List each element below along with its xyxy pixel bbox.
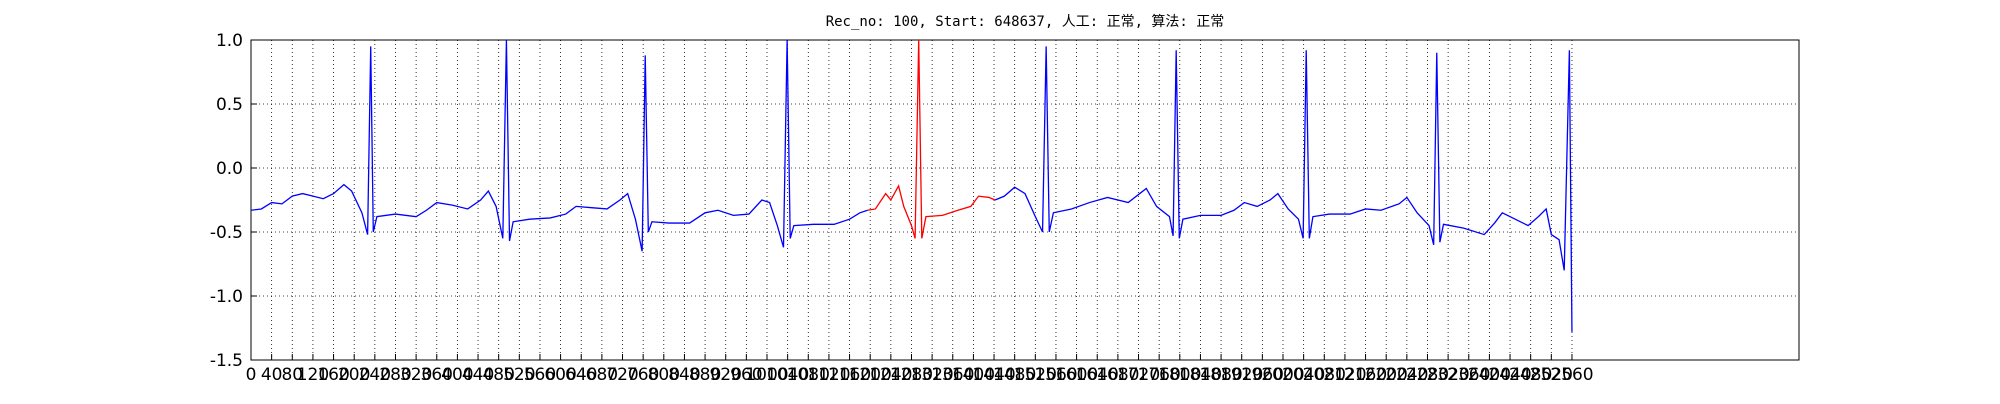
x-tick-label: 0 xyxy=(246,365,257,385)
x-tick-label: 1360 xyxy=(931,365,974,385)
y-tick-label: -1.5 xyxy=(210,351,243,371)
x-tick-label: 840 xyxy=(668,365,700,385)
x-tick-label: 40 xyxy=(261,365,283,385)
x-tick-label: 640 xyxy=(565,365,597,385)
x-tick-label: 1920 xyxy=(1220,365,1263,385)
x-tick-label: 2480 xyxy=(1509,365,1552,385)
x-tick-label: 720 xyxy=(606,365,638,385)
x-tick-label: 1800 xyxy=(1158,365,1201,385)
x-tick-label: 520 xyxy=(503,365,535,385)
line-series xyxy=(994,46,1573,332)
x-tick-label: 1840 xyxy=(1179,365,1222,385)
x-tick-label: 2200 xyxy=(1365,365,1408,385)
x-tick-label: 880 xyxy=(689,365,721,385)
x-tick-label: 2280 xyxy=(1406,365,1449,385)
x-tick-label: 2320 xyxy=(1426,365,1469,385)
x-tick-label: 2080 xyxy=(1303,365,1346,385)
x-tick-label: 1240 xyxy=(869,365,912,385)
y-tick-label: 0.0 xyxy=(216,159,243,179)
x-tick-label: 2560 xyxy=(1550,365,1593,385)
x-tick-label: 1480 xyxy=(993,365,1036,385)
x-tick-label: 1040 xyxy=(766,365,809,385)
x-tick-label: 760 xyxy=(627,365,659,385)
x-tick-label: 2520 xyxy=(1530,365,1573,385)
x-tick-label: 440 xyxy=(462,365,494,385)
x-tick-label: 120 xyxy=(297,365,329,385)
x-tick-label: 1000 xyxy=(745,365,788,385)
x-tick-label: 2440 xyxy=(1488,365,1531,385)
x-tick-label: 1200 xyxy=(849,365,892,385)
x-tick-label: 1600 xyxy=(1055,365,1098,385)
x-tick-label: 1720 xyxy=(1117,365,1160,385)
x-tick-label: 1400 xyxy=(952,365,995,385)
x-tick-label: 2360 xyxy=(1447,365,1490,385)
x-tick-label: 960 xyxy=(730,365,762,385)
x-tick-label: 2120 xyxy=(1323,365,1366,385)
x-tick-label: 1560 xyxy=(1034,365,1077,385)
y-tick-label: -0.5 xyxy=(210,223,243,243)
x-tick-label: 680 xyxy=(586,365,618,385)
x-tick-label: 1280 xyxy=(890,365,933,385)
y-tick-label: 1.0 xyxy=(216,31,243,51)
x-tick-label: 200 xyxy=(338,365,370,385)
x-tick-label: 560 xyxy=(524,365,556,385)
x-tick-label: 160 xyxy=(317,365,349,385)
x-tick-label: 280 xyxy=(379,365,411,385)
line-series xyxy=(250,39,868,252)
y-tick-label: 0.5 xyxy=(216,95,243,115)
x-tick-label: 2040 xyxy=(1282,365,1325,385)
x-tick-label: 1960 xyxy=(1241,365,1284,385)
y-tick-label: -1.0 xyxy=(210,287,243,307)
x-tick-label: 920 xyxy=(709,365,741,385)
x-tick-label: 1120 xyxy=(807,365,850,385)
x-tick-label: 1640 xyxy=(1076,365,1119,385)
x-tick-label: 1160 xyxy=(828,365,871,385)
x-tick-label: 2160 xyxy=(1344,365,1387,385)
x-tick-label: 600 xyxy=(544,365,576,385)
x-tick-label: 400 xyxy=(441,365,473,385)
x-tick-label: 480 xyxy=(482,365,514,385)
x-tick-label: 2240 xyxy=(1385,365,1428,385)
x-tick-label: 1680 xyxy=(1096,365,1139,385)
x-tick-label: 1440 xyxy=(972,365,1015,385)
x-tick-label: 2000 xyxy=(1261,365,1304,385)
x-tick-label: 800 xyxy=(648,365,680,385)
x-tick-label: 80 xyxy=(281,365,303,385)
x-tick-label: 1880 xyxy=(1199,365,1242,385)
x-tick-label: 1520 xyxy=(1014,365,1057,385)
x-tick-label: 2400 xyxy=(1468,365,1511,385)
x-tick-label: 320 xyxy=(400,365,432,385)
x-tick-label: 360 xyxy=(421,365,453,385)
x-tick-label: 240 xyxy=(359,365,391,385)
plot-frame xyxy=(250,39,1800,361)
line-series xyxy=(867,39,996,239)
x-tick-label: 1760 xyxy=(1138,365,1181,385)
x-tick-label: 1080 xyxy=(787,365,830,385)
chart-title: Rec_no: 100, Start: 648637, 人工: 正常, 算法: … xyxy=(826,14,1225,30)
x-tick-label: 1320 xyxy=(910,365,953,385)
